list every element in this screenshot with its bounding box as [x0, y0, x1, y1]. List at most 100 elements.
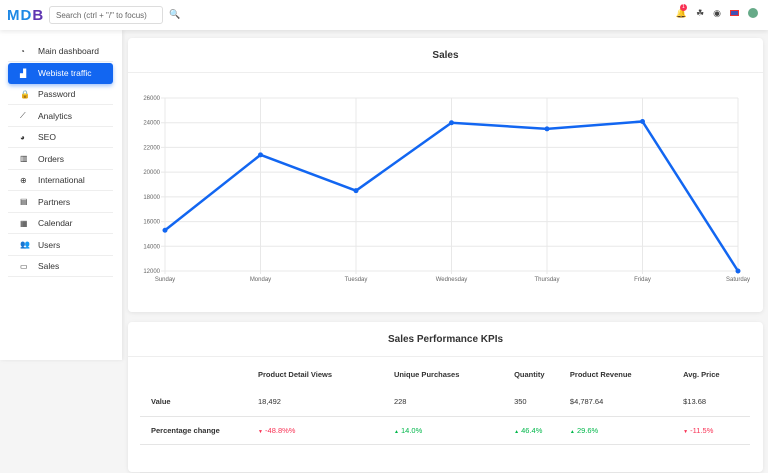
y-tick-label: 18000: [143, 195, 160, 201]
calendar-icon: ▦: [20, 218, 28, 228]
row-label: Value: [140, 388, 258, 417]
table-row: Value 18,492 228 350 $4,787.64 $13.68: [140, 388, 750, 417]
kpi-value: 350: [514, 397, 527, 407]
x-tick-label: Thursday: [534, 277, 559, 283]
kpi-cell: ▼ -11.5%: [683, 416, 750, 445]
sidebar-item-analytics[interactable]: ⟋ Analytics: [8, 106, 113, 127]
y-tick-label: 12000: [143, 269, 160, 275]
sidebar-item-label: Analytics: [38, 110, 73, 121]
row-label: Percentage change: [140, 416, 258, 445]
caret-up-icon: ▲: [514, 428, 520, 435]
kpi-title: Sales Performance KPIs: [128, 322, 763, 357]
data-point: [449, 120, 454, 126]
tachometer-icon: ◔: [20, 46, 25, 56]
kpi-cell: ▲ 29.6%: [569, 416, 684, 445]
building-icon: ▤: [20, 197, 28, 206]
chart-line-icon: ⟋: [20, 110, 26, 120]
kpi-value: $4,787.64: [569, 397, 604, 407]
search-input[interactable]: Search (ctrl + "/" to focus): [49, 6, 163, 24]
kpi-value: -11.5%: [690, 425, 714, 435]
sales-title: Sales: [128, 38, 763, 73]
sidebar-item-label: Orders: [38, 153, 64, 164]
table-row: [140, 444, 750, 473]
sidebar-item-webiste-traffic[interactable]: ▟ Webiste traffic: [8, 62, 113, 84]
sidebar-item-label: Sales: [38, 261, 60, 271]
github-icon[interactable]: ◉: [713, 8, 721, 18]
x-tick-label: Friday: [634, 277, 651, 283]
sidebar-item-orders[interactable]: ▥ Orders: [8, 149, 113, 170]
kpi-header-row: Product Detail Views Unique Purchases Quan…: [140, 360, 750, 388]
caret-up-icon: ▲: [393, 428, 399, 435]
kpi-cell: 228: [393, 388, 515, 417]
sidebar-item-partners[interactable]: ▤ Partners: [8, 192, 113, 213]
kpi-table: Product Detail Views Unique Purchases Quan…: [140, 360, 750, 473]
kpi-column-header: Quantity: [514, 369, 545, 379]
sidebar-item-label: SEO: [38, 132, 56, 142]
chart-area-icon: ▟: [20, 68, 27, 78]
x-tick-label: Tuesday: [345, 277, 368, 283]
bell-icon[interactable]: 🔔 1: [675, 4, 688, 18]
chart-pie-icon: ◕: [20, 132, 25, 142]
data-point: [544, 126, 550, 132]
navbar: MDB Search (ctrl + "/" to focus) 🔍 🔔 1 ☘ …: [0, 0, 768, 30]
sidebar-item-international[interactable]: ⊕ International: [8, 170, 113, 191]
y-tick-label: 20000: [143, 170, 160, 176]
sidebar-item-password[interactable]: 🔒 Password: [8, 84, 113, 105]
kpi-cell: $4,787.64: [569, 388, 684, 417]
kpi-card: Sales Performance KPIs Product Detail Vi…: [128, 322, 763, 473]
paint-icon[interactable]: ☘: [696, 8, 705, 18]
kpi-column-header: Product Detail Views: [258, 369, 333, 379]
lock-icon: 🔒: [20, 89, 30, 99]
data-point: [353, 188, 359, 194]
sidebar-item-label: Main dashboard: [38, 46, 99, 56]
y-tick-label: 26000: [143, 96, 160, 102]
kpi-value: 29.6%: [576, 425, 599, 435]
sidebar: ◔ Main dashboard ▟ Webiste traffic 🔒 Password…: [0, 30, 122, 360]
y-tick-label: 16000: [143, 220, 160, 226]
kpi-value: $13.68: [683, 397, 707, 407]
data-point: [640, 118, 645, 124]
logo[interactable]: MDB: [7, 7, 45, 24]
sidebar-item-label: International: [38, 175, 85, 185]
x-tick-label: Sunday: [155, 277, 175, 283]
sidebar-item-users[interactable]: 👥 Users: [8, 235, 113, 256]
sales-line-chart: 12000 14000 16000 18000 20000 22000 24000 26000…: [143, 96, 750, 283]
avatar[interactable]: [748, 8, 758, 18]
flag-uk-icon[interactable]: [730, 10, 739, 16]
kpi-value: 14.0%: [400, 425, 423, 435]
caret-up-icon: ▲: [569, 428, 575, 435]
kpi-value: -48.8%%: [265, 425, 296, 435]
data-point: [162, 227, 168, 233]
x-tick-label: Wednesday: [436, 277, 468, 283]
y-tick-label: 24000: [143, 121, 160, 127]
sidebar-item-main-dashboard[interactable]: ◔ Main dashboard: [8, 41, 113, 62]
kpi-cell: ▲ 46.4%: [514, 416, 570, 445]
users-icon: 👥: [20, 240, 30, 249]
search-icon[interactable]: 🔍: [169, 9, 181, 19]
chart-bar-icon: ▥: [20, 154, 28, 163]
kpi-cell: $13.68: [683, 388, 750, 417]
caret-down-icon: ▼: [258, 428, 263, 435]
kpi-cell: 350: [514, 388, 570, 417]
kpi-column-header: Unique Purchases: [393, 369, 460, 379]
sidebar-item-sales[interactable]: ▭ Sales: [8, 256, 113, 277]
sidebar-item-label: Password: [38, 89, 76, 99]
kpi-value: 46.4%: [521, 425, 543, 435]
caret-down-icon: ▼: [683, 428, 689, 435]
sidebar-item-seo[interactable]: ◕ SEO: [8, 127, 113, 148]
sidebar-item-label: Calendar: [38, 218, 73, 228]
data-point: [258, 152, 263, 158]
x-tick-label: Monday: [250, 277, 271, 283]
data-point: [735, 268, 741, 274]
sidebar-item-label: Webiste traffic: [38, 68, 92, 78]
sidebar-item-calendar[interactable]: ▦ Calendar: [8, 213, 113, 234]
kpi-column-header: [140, 360, 258, 388]
kpi-cell: ▼ -48.8%%: [258, 416, 394, 445]
kpi-cell: ▲ 14.0%: [393, 416, 515, 445]
table-row: Percentage change ▼ -48.8%% ▲ 14.0% ▲ 46.4%…: [140, 416, 750, 445]
y-tick-label: 22000: [143, 145, 160, 151]
sidebar-item-label: Partners: [38, 196, 71, 207]
x-tick-label: Saturday: [726, 277, 750, 283]
kpi-value: 18,492: [258, 397, 281, 407]
kpi-value: 228: [393, 397, 407, 407]
